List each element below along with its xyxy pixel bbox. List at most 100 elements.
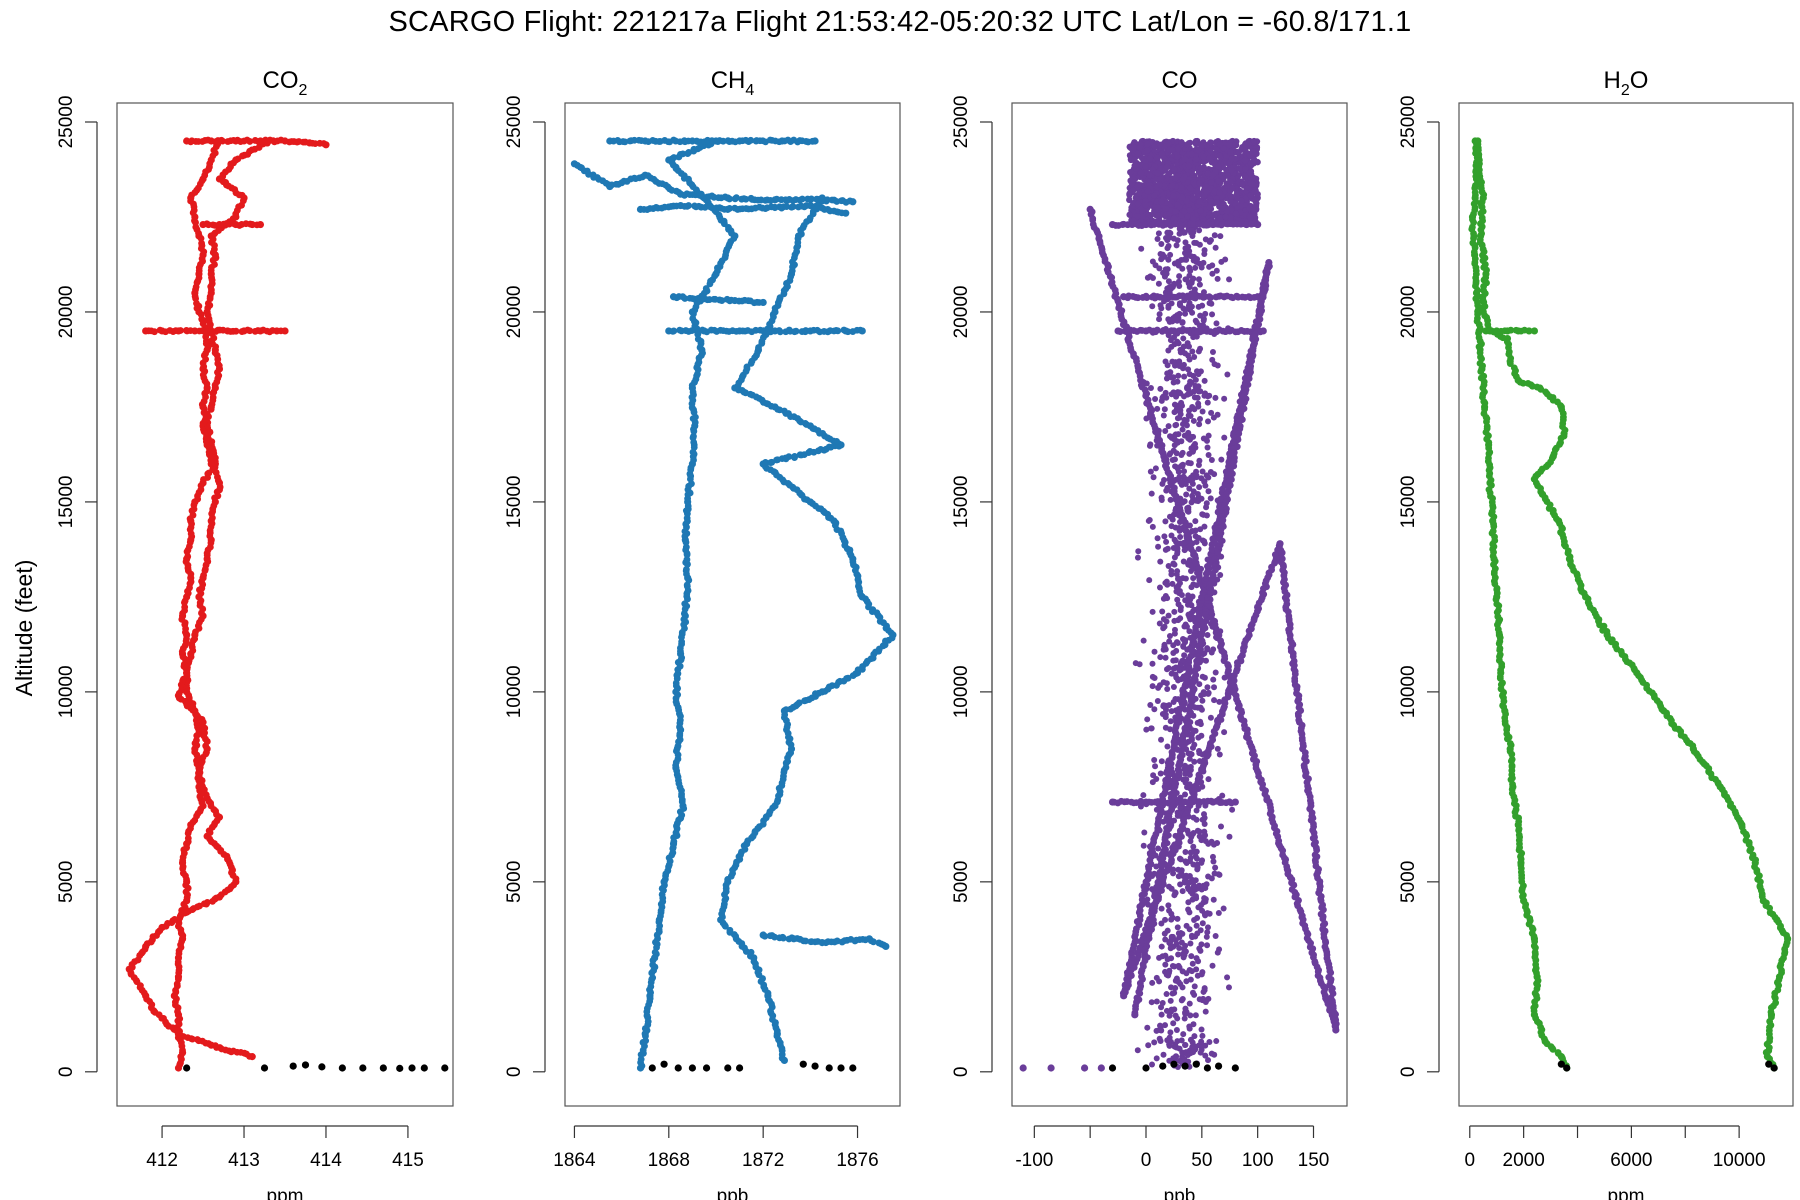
data-point [1181, 468, 1188, 475]
data-point [1140, 637, 1147, 644]
data-point [798, 195, 806, 203]
data-point [1161, 930, 1168, 937]
data-point [1167, 496, 1174, 503]
data-point [1197, 718, 1204, 725]
data-point [1170, 1020, 1177, 1027]
data-point [338, 1064, 346, 1072]
panel-title: CO2 [263, 67, 308, 99]
data-point [1149, 523, 1156, 530]
x-tick-label: -100 [1015, 1150, 1053, 1171]
data-point [1205, 1057, 1212, 1064]
data-point [1188, 499, 1195, 506]
data-point [1127, 168, 1134, 176]
x-axis-label: ppm [267, 1186, 304, 1200]
data-point [1187, 562, 1194, 569]
data-point [1201, 820, 1208, 827]
data-point [408, 1064, 416, 1072]
data-point [1184, 391, 1191, 398]
data-point [1195, 535, 1202, 542]
data-point [1173, 405, 1180, 412]
data-point [849, 1064, 857, 1072]
data-point [1170, 698, 1177, 705]
data-point [1224, 172, 1231, 179]
data-point [1165, 902, 1172, 909]
data-point [1198, 1038, 1205, 1045]
data-point [1187, 412, 1194, 419]
data-point [1165, 302, 1172, 309]
data-point [1200, 158, 1208, 165]
y-tick-label: 25000 [56, 96, 77, 149]
data-point [761, 932, 769, 940]
data-point [1160, 1051, 1167, 1058]
data-point [1210, 896, 1217, 903]
data-point [1151, 143, 1159, 150]
data-point [1205, 873, 1212, 880]
data-point [1229, 185, 1236, 192]
data-point [1215, 163, 1222, 170]
data-point [1167, 718, 1174, 725]
data-point [674, 1064, 682, 1072]
data-point [1181, 951, 1188, 958]
data-point [1189, 960, 1196, 967]
data-point [702, 285, 710, 292]
data-point [1197, 165, 1205, 172]
data-point [1151, 706, 1158, 713]
data-point [1196, 484, 1203, 491]
data-point [1191, 239, 1198, 246]
data-point [1202, 1008, 1209, 1015]
data-point [1226, 276, 1233, 283]
data-point [1163, 991, 1170, 998]
data-point [1184, 505, 1191, 512]
data-point [1196, 281, 1203, 288]
data-point [1175, 340, 1182, 347]
data-point [1158, 758, 1165, 765]
data-point [1189, 1044, 1196, 1051]
data-point [1242, 173, 1249, 180]
data-point [1191, 758, 1198, 765]
data-point [1212, 394, 1219, 401]
data-point [1177, 615, 1184, 622]
data-point [681, 295, 689, 302]
data-point [718, 297, 726, 304]
data-point [1213, 320, 1220, 327]
series-level-24500 [606, 136, 819, 146]
y-tick-label: 5000 [56, 861, 77, 903]
data-point [1171, 630, 1178, 637]
data-point [1175, 575, 1182, 582]
data-point [1144, 1024, 1151, 1031]
data-point [779, 934, 787, 942]
x-tick-label: 1872 [742, 1150, 784, 1171]
data-point [1183, 776, 1190, 783]
data-point [795, 699, 803, 707]
data-point [1207, 495, 1214, 502]
data-point [1182, 480, 1189, 487]
data-point [1170, 379, 1177, 386]
data-point [1198, 495, 1205, 502]
series-profile-a [636, 137, 739, 1072]
data-point [1207, 139, 1215, 146]
data-point [1208, 409, 1215, 416]
y-tick-label: 20000 [504, 286, 525, 339]
data-point [1188, 445, 1195, 452]
data-point [1196, 748, 1203, 755]
data-point [1164, 685, 1171, 692]
data-point [1161, 477, 1168, 484]
data-point [783, 203, 791, 211]
data-point [1199, 1032, 1206, 1039]
data-point [1162, 961, 1169, 968]
data-point [1175, 468, 1182, 475]
data-point [1204, 444, 1211, 451]
data-point [1241, 157, 1249, 164]
data-point [1149, 608, 1156, 615]
data-point [1175, 677, 1182, 684]
data-point [1189, 195, 1197, 202]
data-point [1203, 933, 1210, 940]
data-point [1171, 536, 1178, 543]
data-point [1156, 978, 1163, 985]
data-point [1216, 189, 1223, 197]
data-point [1166, 632, 1173, 639]
data-point [1221, 729, 1228, 736]
data-point [1186, 371, 1193, 378]
data-point [1134, 200, 1142, 208]
data-point [1192, 156, 1200, 163]
